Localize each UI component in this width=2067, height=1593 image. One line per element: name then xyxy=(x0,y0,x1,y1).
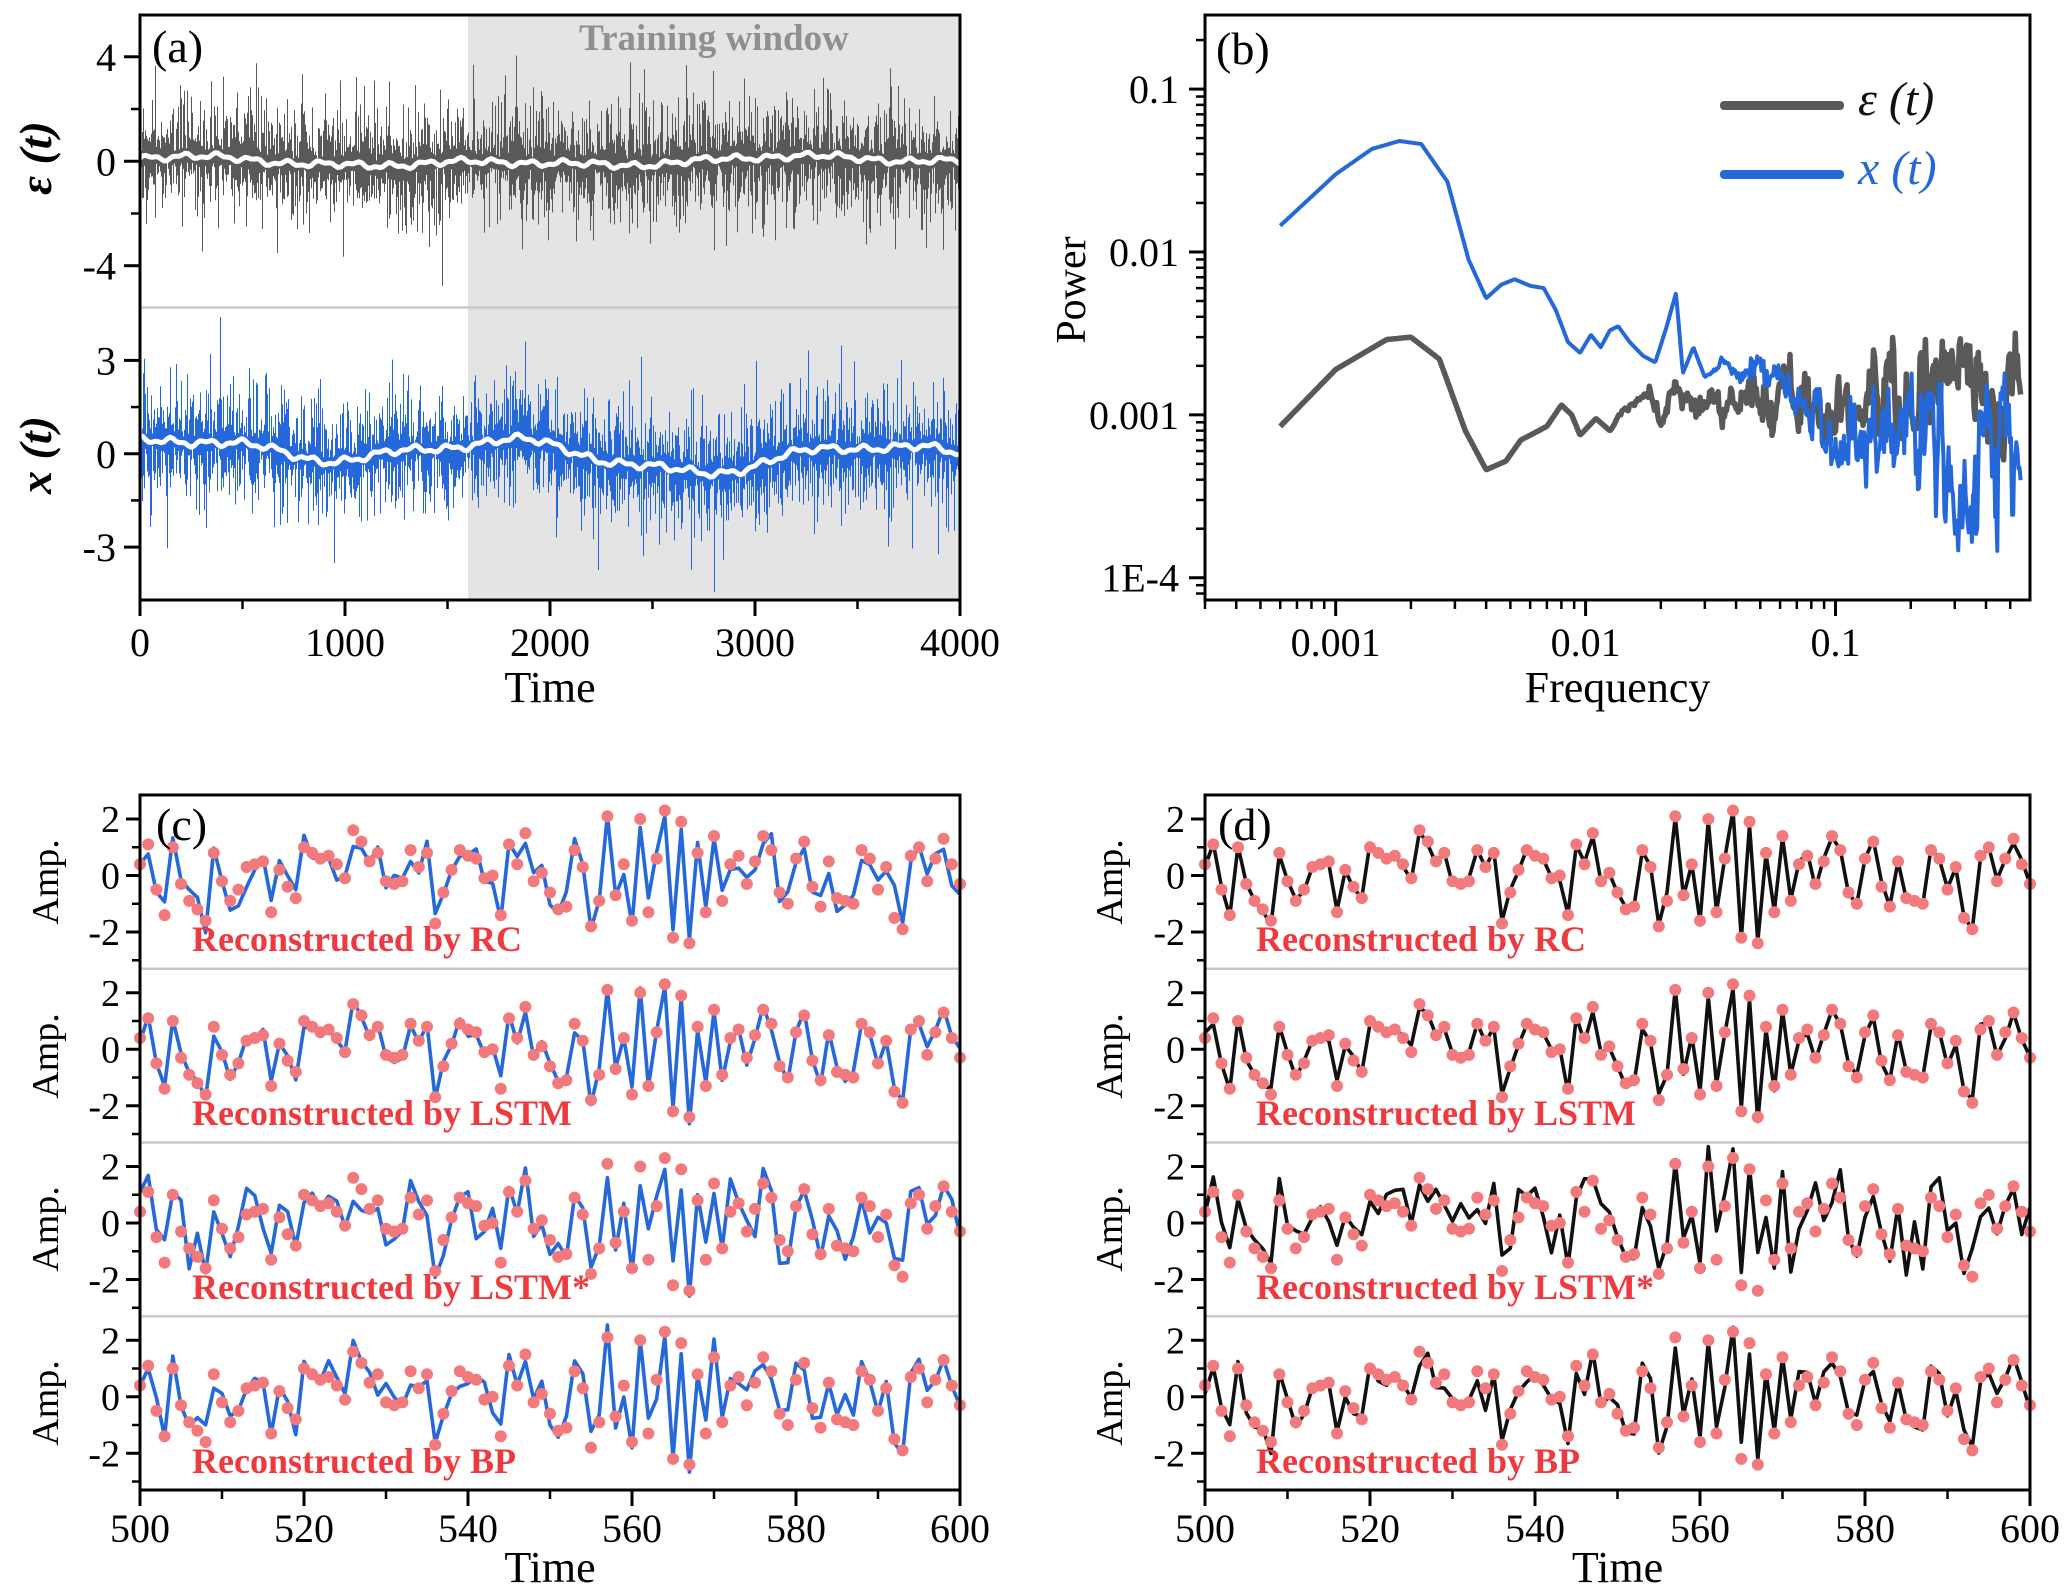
svg-text:560: 560 xyxy=(1670,1506,1730,1551)
svg-text:-2: -2 xyxy=(88,912,120,954)
legend-epsilon-line-swatch xyxy=(1720,101,1844,110)
svg-text:0: 0 xyxy=(1166,1029,1185,1071)
svg-text:-2: -2 xyxy=(88,1433,120,1475)
svg-text:0.001: 0.001 xyxy=(1089,393,1179,438)
svg-text:3000: 3000 xyxy=(715,620,795,665)
svg-text:0.1: 0.1 xyxy=(1811,620,1861,665)
panel-d-target-dots-1 xyxy=(1199,978,2036,1124)
panel-d-target-dots-2 xyxy=(1199,1152,2036,1297)
svg-text:4: 4 xyxy=(96,35,116,80)
svg-text:540: 540 xyxy=(438,1506,498,1551)
panel-b-chart: 0.1 0.01 0.001 1E-4 0.001 0.01 0.1 xyxy=(1089,13,2032,665)
svg-text:-2: -2 xyxy=(1153,1260,1185,1302)
panel-d-target-dots-3 xyxy=(1199,1325,2036,1471)
svg-text:580: 580 xyxy=(1835,1506,1895,1551)
panel-d-lstm-star-label: Reconstructed by LSTM* xyxy=(1256,1267,1654,1307)
svg-text:2: 2 xyxy=(1166,1320,1185,1362)
panel-c-label: (c) xyxy=(156,799,208,850)
svg-text:1E-4: 1E-4 xyxy=(1101,556,1179,601)
svg-text:2: 2 xyxy=(101,1147,120,1189)
svg-text:540: 540 xyxy=(1505,1506,1565,1551)
x-power-spectrum xyxy=(1278,139,2023,553)
svg-text:2: 2 xyxy=(1166,799,1185,841)
svg-text:-2: -2 xyxy=(1153,1433,1185,1475)
legend-x-line-swatch xyxy=(1720,170,1844,179)
svg-text:0: 0 xyxy=(1166,1203,1185,1245)
panel-d-amp-ylabel: Amp. xyxy=(1089,1360,1131,1446)
panel-c-lstm-star-label: Reconstructed by LSTM* xyxy=(192,1267,590,1307)
legend-epsilon-label: ε (t) xyxy=(1858,73,1935,126)
panel-c-target-dots-3 xyxy=(134,1325,966,1471)
svg-text:520: 520 xyxy=(1340,1506,1400,1551)
panel-d-target-dots-0 xyxy=(1199,804,2036,950)
svg-text:1000: 1000 xyxy=(305,620,385,665)
svg-text:-3: -3 xyxy=(83,525,116,570)
svg-text:580: 580 xyxy=(766,1506,826,1551)
panel-a-label: (a) xyxy=(152,21,204,72)
svg-text:0.001: 0.001 xyxy=(1291,620,1381,665)
panel-c-chart: 2 0 -2 2 0 -2 2 0 -2 2 0 -2 500 520 540 560 580 600 xyxy=(88,793,990,1551)
panel-a-xaxis-title: Time xyxy=(504,663,596,712)
panel-c-lstm-label: Reconstructed by LSTM xyxy=(192,1093,572,1133)
training-window-label: Training window xyxy=(579,18,849,59)
panel-d-rc-label: Reconstructed by RC xyxy=(1256,919,1586,959)
panel-c-rc-label: Reconstructed by RC xyxy=(192,919,522,959)
svg-text:0.01: 0.01 xyxy=(1551,620,1621,665)
panel-c-target-dots-2 xyxy=(134,1152,966,1297)
svg-text:2: 2 xyxy=(101,973,120,1015)
svg-text:0: 0 xyxy=(96,139,116,184)
svg-text:520: 520 xyxy=(274,1506,334,1551)
svg-text:0: 0 xyxy=(101,856,120,898)
svg-text:0: 0 xyxy=(1166,1377,1185,1419)
panel-a-x-ylabel: x (t) xyxy=(10,416,61,494)
svg-text:-4: -4 xyxy=(83,244,116,289)
panel-d-chart: 2 0 -2 2 0 -2 2 0 -2 2 0 -2 500 520 540 560 580 600 xyxy=(1153,793,2060,1551)
panel-c-target-dots-1 xyxy=(134,978,966,1124)
svg-text:560: 560 xyxy=(602,1506,662,1551)
svg-text:0.01: 0.01 xyxy=(1109,230,1179,275)
panel-b-label: (b) xyxy=(1216,23,1270,74)
panel-a-smooth-x xyxy=(137,431,962,480)
svg-text:2: 2 xyxy=(1166,973,1185,1015)
panel-c-target-dots-0 xyxy=(134,804,966,950)
svg-text:500: 500 xyxy=(1175,1506,1235,1551)
svg-text:0.1: 0.1 xyxy=(1129,67,1179,112)
svg-text:3: 3 xyxy=(96,338,116,383)
svg-text:0: 0 xyxy=(101,1377,120,1419)
svg-text:-2: -2 xyxy=(88,1086,120,1128)
svg-text:0: 0 xyxy=(1166,856,1185,898)
panel-c-xaxis-title: Time xyxy=(504,1543,596,1592)
svg-text:0: 0 xyxy=(96,432,116,477)
svg-text:600: 600 xyxy=(930,1506,990,1551)
svg-text:2000: 2000 xyxy=(510,620,590,665)
svg-text:0: 0 xyxy=(130,620,150,665)
panel-c-bp-label: Reconstructed by BP xyxy=(192,1441,516,1481)
panel-b-xaxis-title: Frequency xyxy=(1524,663,1711,712)
svg-text:500: 500 xyxy=(110,1506,170,1551)
legend-x-label: x (t) xyxy=(1858,142,1937,195)
svg-text:-2: -2 xyxy=(1153,1086,1185,1128)
panel-a-chart: 4 0 -4 3 0 -3 0 1000 2000 3000 4000 xyxy=(83,13,1000,665)
svg-text:600: 600 xyxy=(2000,1506,2060,1551)
panel-d-label: (d) xyxy=(1218,799,1272,850)
svg-text:2: 2 xyxy=(101,1320,120,1362)
svg-text:0: 0 xyxy=(101,1203,120,1245)
svg-text:2: 2 xyxy=(1166,1147,1185,1189)
svg-text:2: 2 xyxy=(101,799,120,841)
svg-text:4000: 4000 xyxy=(920,620,1000,665)
panel-d-lstm-label: Reconstructed by LSTM xyxy=(1256,1093,1636,1133)
panel-d-xaxis-title: Time xyxy=(1571,1543,1664,1592)
panel-a-smooth-epsilon xyxy=(137,149,962,172)
panel-c-amp-ylabel: Amp. xyxy=(25,1360,67,1446)
panel-d-reconstruction-line-3 xyxy=(1203,1325,2032,1462)
svg-text:-2: -2 xyxy=(1153,912,1185,954)
svg-text:-2: -2 xyxy=(88,1260,120,1302)
panel-a-epsilon-ylabel: ε (t) xyxy=(10,121,61,195)
panel-b-power-ylabel: Power xyxy=(1049,236,1095,344)
panel-d-bp-label: Reconstructed by BP xyxy=(1256,1441,1580,1481)
svg-text:0: 0 xyxy=(101,1029,120,1071)
panel-c-reconstruction-line-3 xyxy=(138,1323,962,1474)
